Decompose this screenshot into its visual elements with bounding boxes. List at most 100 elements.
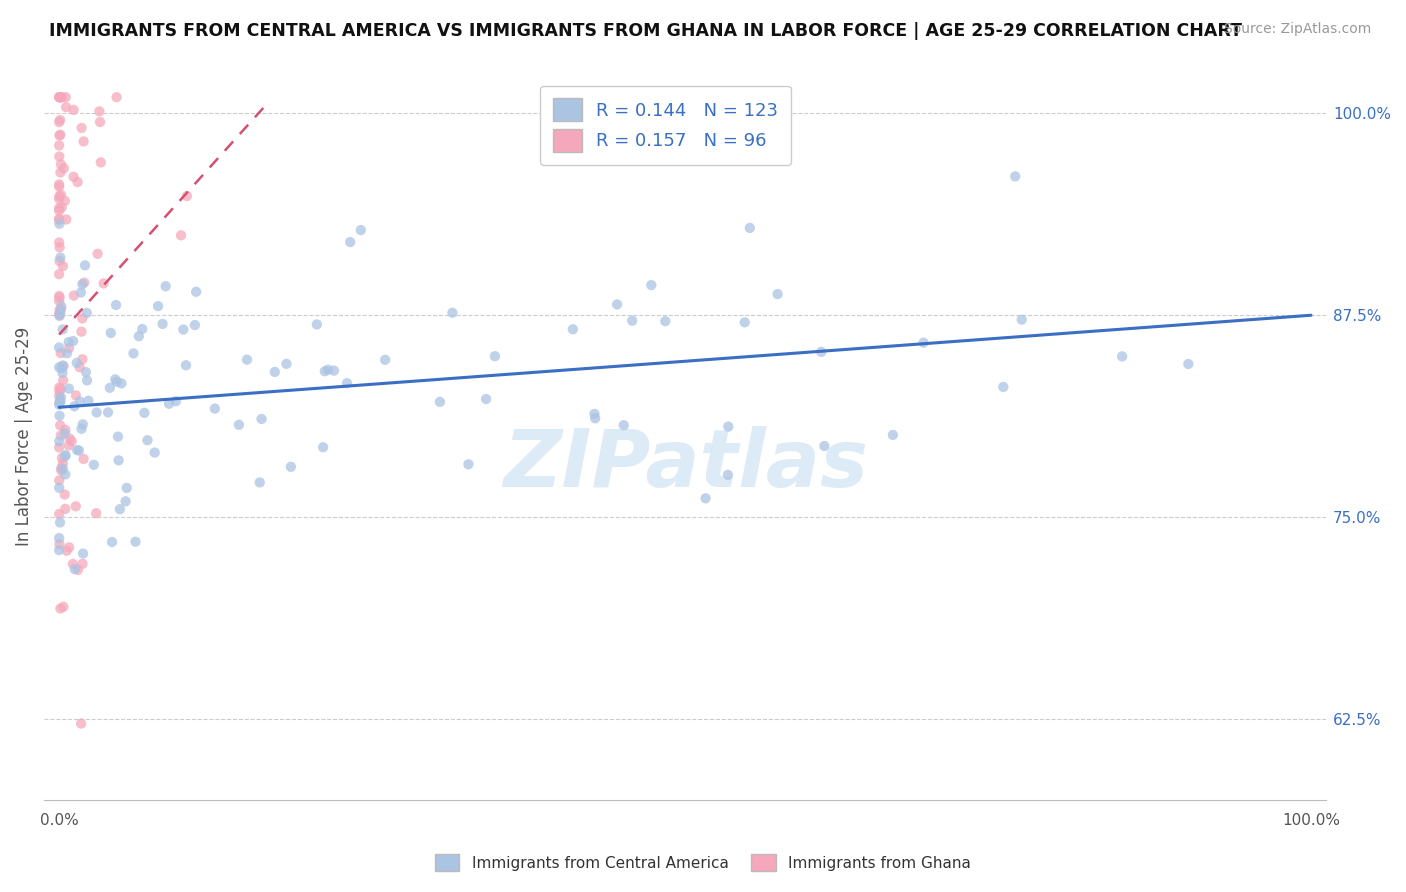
Point	[90, 155, 112, 169]
Legend: Immigrants from Central America, Immigrants from Ghana: Immigrants from Central America, Immigra…	[429, 848, 977, 877]
Point	[49, 157, 72, 171]
Point	[53, 423, 76, 437]
Point	[143, 445, 166, 459]
Point	[55, 212, 77, 227]
Point	[66, 356, 89, 370]
Point	[53, 501, 76, 516]
Point	[49, 302, 72, 317]
Point	[429, 395, 451, 409]
Point	[51, 360, 73, 375]
Point	[98, 381, 121, 395]
Point	[58, 382, 80, 396]
Point	[621, 314, 644, 328]
Point	[184, 318, 207, 332]
Point	[48, 178, 70, 192]
Point	[339, 235, 361, 249]
Point	[63, 562, 86, 576]
Point	[69, 360, 91, 375]
Point	[48, 149, 70, 163]
Point	[51, 450, 73, 465]
Point	[583, 411, 606, 425]
Point	[48, 115, 70, 129]
Point	[58, 439, 80, 453]
Point	[49, 394, 72, 409]
Point	[89, 104, 111, 119]
Point	[236, 352, 259, 367]
Point	[305, 318, 328, 332]
Point	[48, 360, 70, 375]
Y-axis label: In Labor Force | Age 25-29: In Labor Force | Age 25-29	[15, 326, 32, 546]
Point	[52, 359, 75, 373]
Point	[249, 475, 271, 490]
Point	[48, 341, 70, 355]
Point	[48, 380, 70, 394]
Point	[136, 434, 159, 448]
Point	[62, 557, 84, 571]
Point	[51, 463, 73, 477]
Point	[640, 278, 662, 293]
Point	[62, 288, 84, 302]
Point	[53, 487, 76, 501]
Point	[73, 276, 96, 290]
Point	[1111, 350, 1133, 364]
Point	[101, 535, 124, 549]
Point	[49, 113, 72, 128]
Point	[124, 534, 146, 549]
Point	[48, 211, 70, 226]
Point	[882, 428, 904, 442]
Point	[717, 467, 740, 482]
Point	[170, 228, 193, 243]
Point	[48, 434, 70, 449]
Point	[93, 277, 115, 291]
Point	[146, 299, 169, 313]
Point	[55, 100, 77, 114]
Point	[1177, 357, 1199, 371]
Point	[457, 458, 479, 472]
Point	[76, 373, 98, 387]
Point	[52, 461, 75, 475]
Point	[48, 290, 70, 304]
Point	[336, 376, 359, 391]
Point	[155, 279, 177, 293]
Point	[48, 537, 70, 551]
Point	[49, 516, 72, 530]
Point	[606, 297, 628, 311]
Point	[53, 467, 76, 482]
Point	[55, 90, 77, 104]
Point	[49, 394, 72, 409]
Point	[128, 329, 150, 343]
Point	[63, 399, 86, 413]
Point	[52, 259, 75, 273]
Point	[48, 409, 70, 423]
Point	[70, 716, 93, 731]
Point	[49, 90, 72, 104]
Point	[58, 334, 80, 349]
Point	[583, 407, 606, 421]
Point	[48, 128, 70, 143]
Point	[97, 405, 120, 419]
Point	[993, 380, 1015, 394]
Point	[65, 500, 87, 514]
Point	[152, 317, 174, 331]
Point	[66, 442, 89, 457]
Point	[107, 453, 129, 467]
Point	[107, 429, 129, 443]
Point	[58, 541, 80, 555]
Point	[49, 390, 72, 404]
Point	[1011, 312, 1033, 326]
Point	[49, 418, 72, 433]
Point	[72, 352, 94, 367]
Point	[1004, 169, 1026, 184]
Point	[48, 179, 70, 194]
Point	[48, 474, 70, 488]
Point	[122, 346, 145, 360]
Point	[48, 441, 70, 455]
Point	[114, 494, 136, 508]
Point	[72, 135, 94, 149]
Point	[813, 439, 835, 453]
Point	[48, 189, 70, 203]
Point	[172, 322, 194, 336]
Point	[48, 309, 70, 323]
Point	[72, 311, 94, 326]
Point	[72, 417, 94, 432]
